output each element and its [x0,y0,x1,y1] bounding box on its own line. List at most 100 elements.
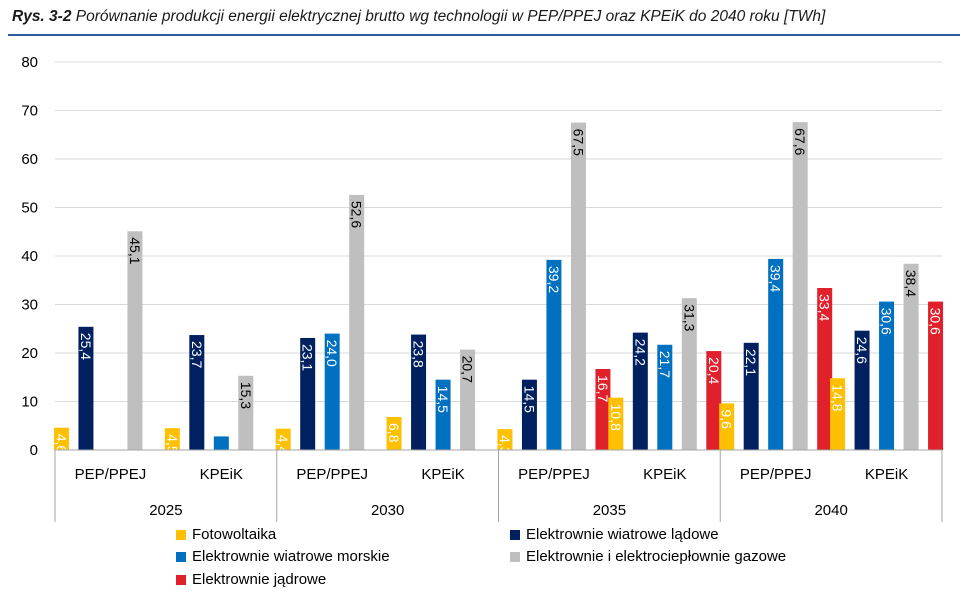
bar [657,344,673,450]
legend-swatch [510,529,520,540]
x-subcategory-label: PEP/PPEJ [740,466,812,483]
legend-item: Elektrownie wiatrowe lądowe [510,526,719,543]
x-subcategory-label: PEP/PPEJ [518,466,590,483]
legend-swatch [176,551,186,562]
bar [817,288,833,450]
data-label: 22,1 [743,349,759,376]
y-tick-label: 40 [21,248,38,265]
data-label: 24,0 [324,340,340,367]
bar [164,428,180,450]
bar [681,298,697,450]
bar [830,378,846,450]
bar [53,427,69,450]
data-label: 15,3 [238,382,254,409]
bar [706,351,722,450]
bar [608,397,624,450]
bar [127,231,143,450]
legend-item: Elektrownie wiatrowe morskie [176,548,390,565]
legend-label: Elektrownie jądrowe [192,571,327,588]
bar [521,379,537,450]
data-label: 20,7 [460,356,476,383]
bar [879,301,895,450]
bar [903,263,919,450]
y-tick-label: 10 [21,394,38,411]
y-tick-label: 50 [21,200,38,217]
x-group-label: 2035 [593,502,626,519]
data-label: 10,8 [608,404,624,431]
bar [792,122,808,450]
bar [78,326,94,450]
x-group-label: 2040 [814,502,847,519]
bar [189,335,205,450]
data-label: 4,6 [53,434,69,454]
legend-swatch [510,551,520,562]
data-label: 14,8 [830,384,846,411]
x-subcategory-label: KPEiK [643,466,686,483]
legend-label: Elektrownie wiatrowe lądowe [526,526,719,543]
data-label: 67,6 [792,128,808,155]
y-tick-label: 70 [21,103,38,120]
x-group-label: 2030 [371,502,404,519]
data-label: 67,5 [570,129,586,156]
y-tick-label: 0 [30,442,38,459]
x-subcategory-label: PEP/PPEJ [75,466,147,483]
legend-item: Fotowoltaika [176,526,276,543]
legend-label: Fotowoltaika [192,526,277,543]
bar [719,403,735,450]
y-tick-label: 20 [21,345,38,362]
legend-swatch [176,574,186,585]
bar [595,369,611,450]
y-tick-label: 30 [21,297,38,314]
legend-label: Elektrownie wiatrowe morskie [192,548,390,565]
data-label: 4,4 [275,435,291,455]
data-label: 14,5 [521,386,537,413]
x-group-label: 2025 [149,502,182,519]
data-label: 16,7 [595,375,611,402]
data-label: 24,2 [632,339,648,366]
data-label: 30,6 [879,308,895,335]
bar [435,379,451,450]
data-label: 25,4 [78,333,94,360]
data-label: 45,1 [127,237,143,264]
bar [411,334,427,450]
bar [928,301,944,450]
data-label: 6,8 [386,423,402,443]
legend-swatch [176,529,186,540]
bar [386,417,402,450]
data-label: 52,6 [349,201,365,228]
bar [213,436,229,450]
data-label: 39,2 [546,266,562,293]
bar [238,375,254,450]
data-label: 38,4 [903,270,919,297]
data-label: 20,4 [706,357,722,384]
bar [768,258,784,450]
bar [570,122,586,450]
bar [349,194,365,450]
bar [632,332,648,450]
bar [300,337,316,450]
legend-label: Elektrownie i elektrociepłownie gazowe [526,548,787,565]
data-label: 23,1 [300,344,316,371]
data-label: 23,8 [411,341,427,368]
y-tick-label: 60 [21,151,38,168]
bar [324,333,340,450]
data-label: 14,5 [435,386,451,413]
data-label: 21,7 [657,351,673,378]
data-label: 39,4 [768,265,784,292]
figure-caption: Rys. 3-2 Porównanie produkcji energii el… [12,8,825,26]
legend-item: Elektrownie i elektrociepłownie gazowe [510,548,786,565]
data-label: 31,3 [681,304,697,331]
x-subcategory-label: KPEiK [200,466,243,483]
bar [854,330,870,450]
data-label: 4,3 [497,435,513,455]
x-subcategory-label: KPEiK [421,466,464,483]
caption-text: Porównanie produkcji energii elektryczne… [75,8,826,25]
x-subcategory-label: PEP/PPEJ [296,466,368,483]
caption-divider [8,34,960,36]
data-label: 9,6 [719,409,735,429]
bar [546,259,562,450]
data-label: 23,7 [189,341,205,368]
bar [497,429,513,450]
